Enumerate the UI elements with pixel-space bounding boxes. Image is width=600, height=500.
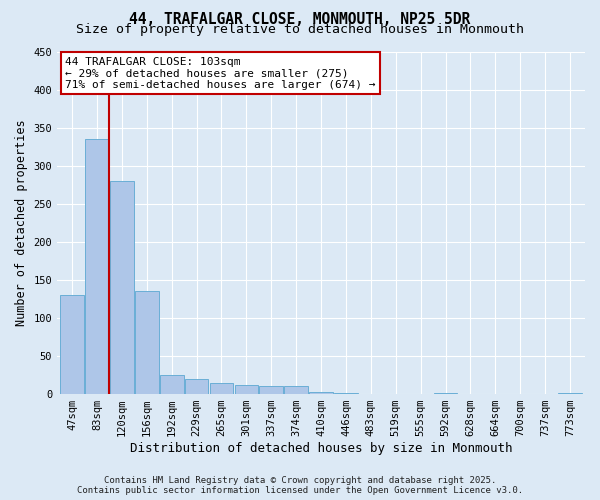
Text: 44, TRAFALGAR CLOSE, MONMOUTH, NP25 5DR: 44, TRAFALGAR CLOSE, MONMOUTH, NP25 5DR [130,12,470,28]
Bar [284,386,308,394]
X-axis label: Distribution of detached houses by size in Monmouth: Distribution of detached houses by size … [130,442,512,455]
Text: Contains HM Land Registry data © Crown copyright and database right 2025.
Contai: Contains HM Land Registry data © Crown c… [77,476,523,495]
Bar [209,382,233,394]
Bar [135,292,158,394]
Bar [160,375,184,394]
Bar [60,295,84,394]
Bar [185,379,208,394]
Bar [85,139,109,394]
Bar [309,392,333,394]
Text: Size of property relative to detached houses in Monmouth: Size of property relative to detached ho… [76,22,524,36]
Bar [259,386,283,394]
Bar [235,385,258,394]
Y-axis label: Number of detached properties: Number of detached properties [15,120,28,326]
Bar [110,181,134,394]
Text: 44 TRAFALGAR CLOSE: 103sqm
← 29% of detached houses are smaller (275)
71% of sem: 44 TRAFALGAR CLOSE: 103sqm ← 29% of deta… [65,56,376,90]
